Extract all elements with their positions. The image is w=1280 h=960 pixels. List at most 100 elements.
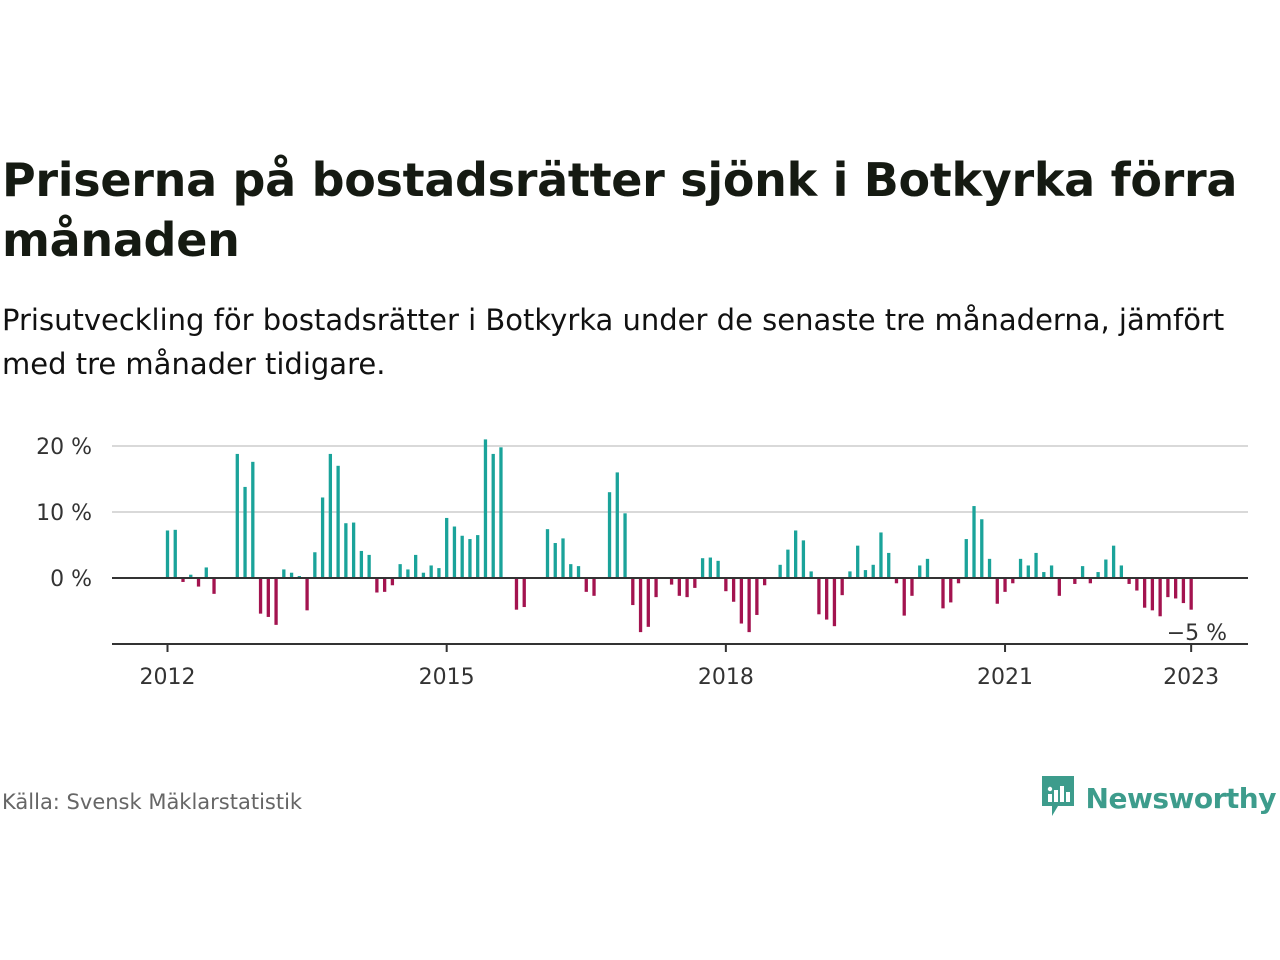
- bar: [964, 539, 968, 578]
- bar: [1080, 566, 1085, 578]
- bar: [584, 578, 588, 592]
- bar: [607, 492, 612, 578]
- bar: [390, 578, 395, 586]
- y-tick-label: 0 %: [50, 567, 92, 592]
- bar: [1042, 572, 1046, 578]
- bar: [553, 543, 557, 578]
- bar: [266, 578, 270, 617]
- bar: [1026, 565, 1030, 578]
- bar: [351, 522, 356, 578]
- bar: [1127, 578, 1131, 584]
- bar: [452, 526, 457, 578]
- bar: [941, 578, 945, 609]
- bar: [1088, 578, 1092, 584]
- bar: [491, 453, 495, 578]
- bar: [840, 578, 844, 596]
- bar: [894, 578, 899, 584]
- bar: [1166, 578, 1170, 598]
- bar: [1111, 545, 1116, 578]
- bar: [1034, 552, 1038, 578]
- bar: [995, 578, 999, 604]
- bar: [235, 453, 239, 578]
- bar: [398, 564, 402, 578]
- bar: [1057, 578, 1061, 596]
- bar: [344, 523, 348, 578]
- bar: [1142, 578, 1147, 608]
- bar-chart: 20 % 10 % 0 % 2012 2015 2018 2021 2023 −5 %: [36, 435, 1248, 690]
- bar: [545, 529, 550, 578]
- bar: [1158, 578, 1162, 617]
- bar: [832, 578, 837, 627]
- bar: [437, 568, 441, 578]
- bar: [204, 567, 208, 578]
- newsworthy-logo-icon: [1040, 774, 1076, 822]
- bar: [879, 532, 883, 578]
- bar: [1119, 565, 1124, 578]
- bar: [980, 519, 984, 578]
- bar: [724, 578, 728, 592]
- bar: [569, 564, 573, 578]
- bar: [483, 439, 488, 578]
- bar: [739, 578, 744, 624]
- bar: [817, 578, 821, 615]
- x-tick-label: 2012: [140, 665, 196, 690]
- bar: [1189, 578, 1193, 610]
- bar: [305, 578, 309, 611]
- bar: [863, 570, 868, 578]
- bar: [1011, 578, 1015, 584]
- bar: [825, 578, 829, 620]
- chart-subtitle: Prisutveckling för bostadsrätter i Botky…: [2, 303, 1225, 381]
- bar: [700, 558, 705, 578]
- bar: [623, 513, 627, 578]
- bar: [274, 578, 278, 625]
- bar: [925, 558, 930, 578]
- bar: [313, 552, 317, 578]
- bar: [956, 578, 961, 584]
- bar: [778, 564, 782, 578]
- bar: [1150, 578, 1155, 611]
- bar: [336, 465, 340, 578]
- bar: [414, 554, 418, 578]
- bar: [468, 539, 472, 578]
- bar: [1096, 572, 1100, 578]
- bar: [638, 578, 643, 633]
- bar: [848, 571, 852, 578]
- bar: [646, 578, 650, 627]
- bar: [1073, 578, 1077, 584]
- bar: [615, 472, 619, 578]
- bar: [514, 578, 519, 610]
- bar: [165, 530, 170, 578]
- bar: [654, 578, 658, 598]
- bar: [972, 506, 976, 578]
- bar: [382, 578, 387, 592]
- bar: [731, 578, 736, 602]
- bar: [499, 447, 503, 578]
- last-value-annotation: −5 %: [1167, 621, 1227, 646]
- y-tick-label: 10 %: [36, 501, 92, 526]
- y-tick-label: 20 %: [36, 435, 92, 460]
- bar: [716, 560, 720, 578]
- bar: [1049, 565, 1054, 578]
- bar: [429, 565, 433, 578]
- bar: [871, 564, 875, 578]
- bar: [693, 578, 697, 588]
- bar: [258, 578, 263, 614]
- chart-title: Priserna på bostadsrätter sjönk i Botkyr…: [2, 153, 1238, 267]
- bar: [282, 569, 286, 578]
- bar: [747, 578, 751, 633]
- bar: [631, 578, 635, 606]
- x-tick-label: 2015: [419, 665, 475, 690]
- bar: [289, 572, 294, 578]
- bar: [320, 497, 325, 578]
- bar: [328, 453, 333, 578]
- brand-name: Newsworthy: [1085, 781, 1277, 815]
- bar: [251, 461, 255, 578]
- bar: [902, 578, 906, 616]
- bar: [910, 578, 914, 596]
- bar: [421, 572, 426, 578]
- source-note: Källa: Svensk Mäklarstatistik: [2, 790, 303, 814]
- bar: [685, 578, 689, 598]
- bar: [522, 578, 526, 608]
- bar: [476, 535, 480, 578]
- bar: [1181, 578, 1186, 604]
